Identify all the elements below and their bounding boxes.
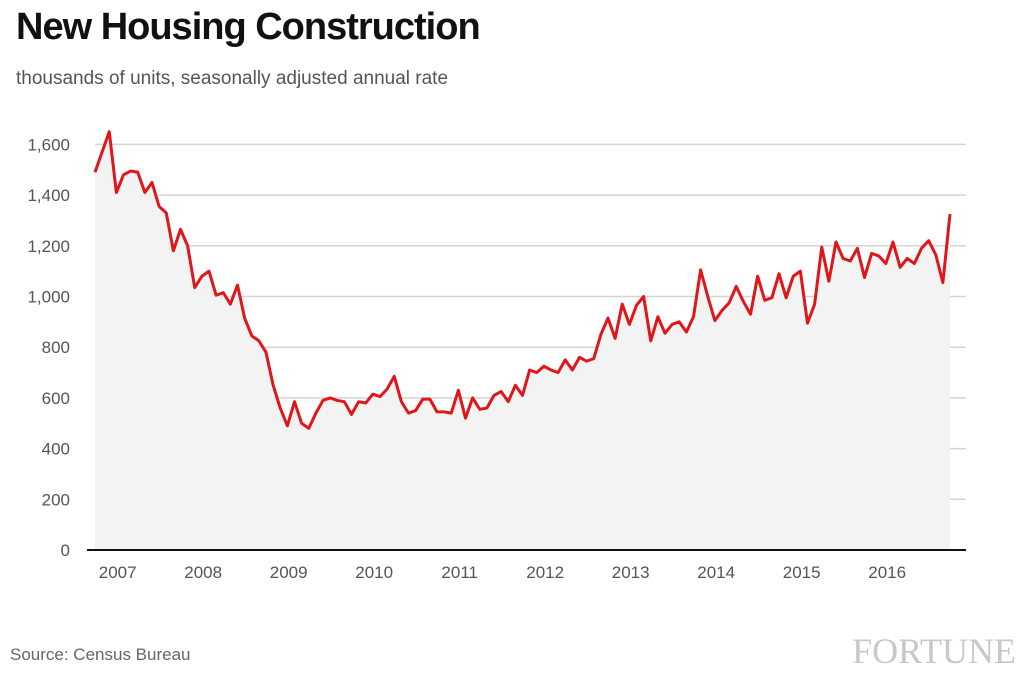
fortune-logo: FORTUNE xyxy=(852,631,1016,671)
y-tick-label: 400 xyxy=(42,440,70,459)
y-tick-label: 200 xyxy=(42,490,70,509)
x-tick-label: 2015 xyxy=(783,563,821,582)
x-tick-label: 2008 xyxy=(184,563,222,582)
axes: 0 200 400 600 800 1,000 1,200 1,400 1,600 2007 200… xyxy=(27,135,966,582)
y-tick-label: 800 xyxy=(42,338,70,357)
plot-area xyxy=(93,130,952,551)
x-tick-label: 2012 xyxy=(526,563,564,582)
y-tick-label: 1,000 xyxy=(27,288,70,307)
x-tick-label: 2007 xyxy=(99,563,137,582)
y-tick-label: 600 xyxy=(42,389,70,408)
series-line xyxy=(93,130,952,430)
source-note: Source: Census Bureau xyxy=(10,645,191,664)
x-tick-label: 2014 xyxy=(697,563,735,582)
chart-subtitle: thousands of units, seasonally adjusted … xyxy=(16,68,449,89)
y-tick-label: 1,400 xyxy=(27,186,70,205)
x-tick-label: 2011 xyxy=(441,563,478,582)
x-tick-label: 2013 xyxy=(612,563,650,582)
y-tick-label: 1,200 xyxy=(27,237,70,256)
y-tick-label: 0 xyxy=(61,541,70,560)
series-area-fill xyxy=(95,131,950,551)
x-tick-label: 2016 xyxy=(868,563,906,582)
chart-title: New Housing Construction xyxy=(16,6,481,48)
x-tick-label: 2009 xyxy=(270,563,308,582)
x-tick-label: 2010 xyxy=(355,563,393,582)
y-tick-label: 1,600 xyxy=(27,135,70,154)
